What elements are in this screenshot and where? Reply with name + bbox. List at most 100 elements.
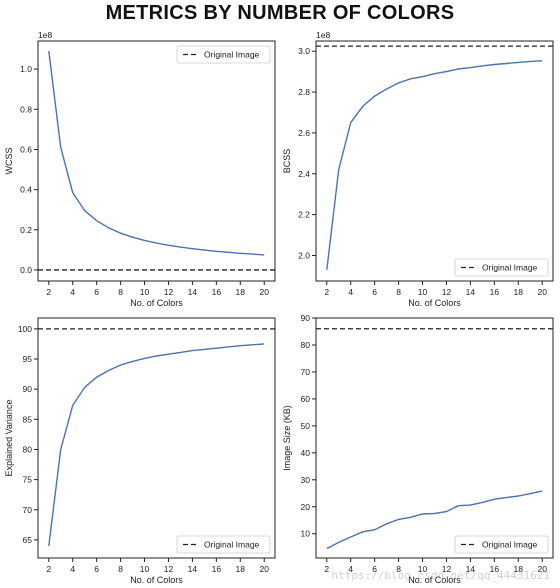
legend-label: Original Image [204,540,260,550]
y-tick-label: 2.4 [298,169,310,179]
x-tick-label: 4 [348,287,353,297]
y-axis-label: Explained Variance [4,400,14,477]
legend: Original Image [454,535,549,554]
legend-label: Original Image [482,540,538,550]
x-tick-label: 14 [466,564,476,574]
y-tick-label: 1.0 [20,64,32,74]
y-tick-label: 2.0 [298,250,310,260]
x-tick-label: 14 [466,287,476,297]
y-tick-label: 60 [301,394,311,404]
x-axis-label: No. of Colors [130,575,183,585]
subplot-explained-variance: 2 4 6 8 10 12 14 16 18 20 65 70 75 80 85 90 95 100 No. of … [4,317,276,585]
watermark: https://blog.csdn.net/qq_44431621 [331,569,550,582]
x-tick-label: 4 [70,564,75,574]
y-tick-label: 65 [23,535,33,545]
legend-box [454,258,549,277]
x-tick-label: 18 [514,564,524,574]
x-tick-label: 8 [396,564,401,574]
x-tick-label: 16 [212,287,222,297]
x-tick-label: 20 [259,287,269,297]
legend-box [176,45,271,64]
y-tick-label: 50 [301,421,311,431]
legend: Original Image [176,45,271,64]
legend: Original Image [176,535,271,554]
x-tick-label: 16 [490,287,500,297]
legend: Original Image [454,258,549,277]
x-tick-label: 12 [164,287,174,297]
y-tick-label: 90 [301,313,311,323]
axes-frame [315,317,554,559]
axes-frame [37,317,276,559]
y-tick-label: 70 [301,367,311,377]
y-tick-label: 10 [301,529,311,539]
axes-frame [37,40,276,282]
x-tick-label: 6 [372,287,377,297]
series-line [326,490,543,550]
y-tick-label: 80 [301,340,311,350]
y-tick-label: 80 [23,444,33,454]
x-tick-label: 10 [418,564,428,574]
series-line [48,50,265,256]
x-tick-label: 8 [118,564,123,574]
y-tick-label: 0.2 [20,225,32,235]
legend-label: Original Image [482,263,538,273]
x-tick-label: 14 [188,287,198,297]
x-tick-label: 18 [236,287,246,297]
x-axis-label: No. of Colors [408,298,461,308]
x-tick-label: 16 [490,564,500,574]
y-tick-label: 70 [23,505,33,515]
y-tick-label: 2.2 [298,210,310,220]
x-tick-label: 2 [46,564,51,574]
x-tick-label: 12 [164,564,174,574]
x-tick-label: 12 [442,287,452,297]
legend-box [454,535,549,554]
y-tick-label: 85 [23,414,33,424]
y-tick-label: 0.6 [20,144,32,154]
y-tick-label: 2.8 [298,87,310,97]
x-tick-label: 20 [537,287,547,297]
y-tick-label: 0.0 [20,265,32,275]
x-tick-label: 10 [140,287,150,297]
legend-box [176,535,271,554]
x-tick-label: 8 [396,287,401,297]
offset-text: 1e8 [38,30,52,40]
y-tick-label: 0.8 [20,104,32,114]
offset-text: 1e8 [316,30,330,40]
x-tick-label: 18 [514,287,524,297]
y-tick-label: 2.6 [298,128,310,138]
figure-title: METRICS BY NUMBER OF COLORS [105,2,455,24]
y-tick-label: 3.0 [298,46,310,56]
y-tick-label: 90 [23,384,33,394]
y-tick-label: 95 [23,354,33,364]
x-tick-label: 4 [70,287,75,297]
subplot-bcss: 2 4 6 8 10 12 14 16 18 20 2.0 2.2 2.4 2.6 2.8 3.0 1e8 No.… [282,30,554,308]
subplot-wcss: 2 4 6 8 10 12 14 16 18 20 0.0 0.2 0.4 0.6 0.8 1.0 1e8 No.… [4,30,276,308]
y-tick-label: 0.4 [20,185,32,195]
x-tick-label: 2 [46,287,51,297]
series-line [48,343,265,546]
x-tick-label: 10 [140,564,150,574]
series-line [326,60,543,270]
y-tick-label: 20 [301,502,311,512]
y-tick-label: 100 [18,324,32,334]
x-axis-label: No. of Colors [130,298,183,308]
x-tick-label: 20 [537,564,547,574]
x-tick-label: 8 [118,287,123,297]
y-tick-label: 75 [23,475,33,485]
subplot-image-size: 2 4 6 8 10 12 14 16 18 20 10 20 30 40 50 60 70 80 90 No. of… [282,313,554,585]
x-tick-label: 16 [212,564,222,574]
y-axis-label: WCSS [4,148,14,175]
x-tick-label: 2 [324,564,329,574]
axes-frame [315,40,554,282]
y-axis-label: BCSS [282,149,292,174]
y-tick-label: 30 [301,475,311,485]
x-tick-label: 4 [348,564,353,574]
x-tick-label: 14 [188,564,198,574]
x-tick-label: 6 [94,564,99,574]
x-tick-label: 6 [372,564,377,574]
x-axis-label: No. of Colors [408,575,461,585]
y-axis-label: Image Size (KB) [282,405,292,471]
x-tick-label: 12 [442,564,452,574]
x-tick-label: 2 [324,287,329,297]
